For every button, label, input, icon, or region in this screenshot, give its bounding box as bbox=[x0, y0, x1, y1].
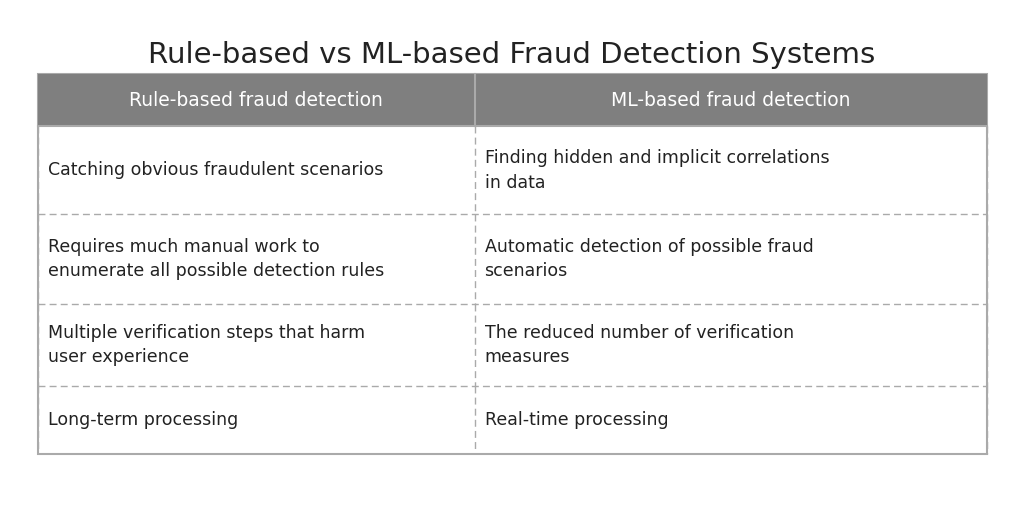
Bar bbox=[475, 74, 987, 126]
Text: Rule-based vs ML-based Fraud Detection Systems: Rule-based vs ML-based Fraud Detection S… bbox=[149, 41, 875, 69]
Text: The reduced number of verification
measures: The reduced number of verification measu… bbox=[485, 324, 793, 366]
Text: Long-term processing: Long-term processing bbox=[48, 411, 238, 429]
Bar bbox=[38, 74, 987, 454]
Text: Multiple verification steps that harm
user experience: Multiple verification steps that harm us… bbox=[48, 324, 365, 366]
Text: Catching obvious fraudulent scenarios: Catching obvious fraudulent scenarios bbox=[48, 161, 383, 179]
Text: Rule-based fraud detection: Rule-based fraud detection bbox=[129, 91, 383, 109]
Bar bbox=[38, 74, 475, 126]
Text: Finding hidden and implicit correlations
in data: Finding hidden and implicit correlations… bbox=[485, 149, 829, 191]
Text: Real-time processing: Real-time processing bbox=[485, 411, 668, 429]
Text: Automatic detection of possible fraud
scenarios: Automatic detection of possible fraud sc… bbox=[485, 238, 813, 280]
Text: ML-based fraud detection: ML-based fraud detection bbox=[611, 91, 851, 109]
Text: Requires much manual work to
enumerate all possible detection rules: Requires much manual work to enumerate a… bbox=[48, 238, 384, 280]
